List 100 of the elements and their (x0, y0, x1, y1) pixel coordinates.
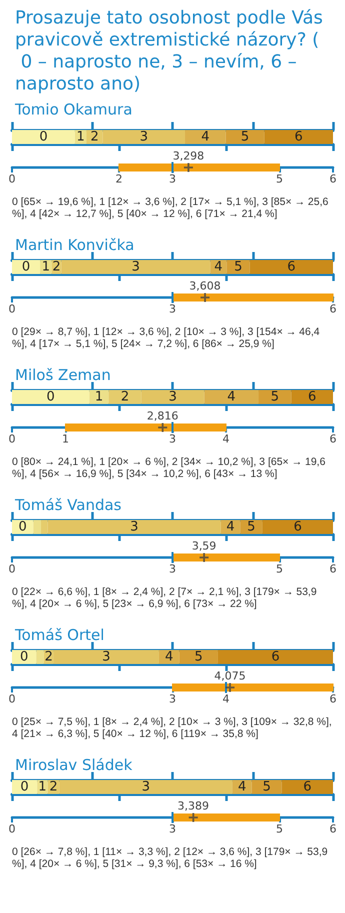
x-tick-label: 3 (169, 562, 176, 576)
x-tick-label: 6 (330, 822, 336, 836)
series-label: 0 (20, 780, 29, 794)
text: 2,816 (146, 410, 178, 422)
x-tick-label: 3 (169, 822, 176, 836)
series-label: 5 (270, 390, 280, 404)
series-label: 4 (226, 520, 235, 534)
text: 0 [29× → 8,7 %], 1 [12× → 3,6 %], 2 [10× → 3 %], 3 [154× → 46,4 %], 4 [17× → 5,1 %], 5 [24× → 7,2 %], 6 [86× → 25,9 %] (12, 326, 321, 350)
text: 3,608 (189, 280, 221, 292)
series-label: 2 (120, 390, 130, 404)
series-label: 5 (194, 650, 203, 664)
x-tick-label: 1 (62, 432, 69, 446)
series-label: 6 (308, 390, 316, 404)
chart-title: Miroslav Sládek (15, 756, 133, 774)
text: 0 [22× → 6,6 %], 1 [8× → 2,4 %], 2 [7× → 2,1 %], 3 [179× → 53,9 %], 4 [20× → 6 %], 5 [23× → 6,9 %], 6 [73× → 22 %] (12, 586, 318, 610)
series-label: 6 (294, 520, 302, 534)
bar (252, 780, 282, 794)
series-label: 1 (76, 130, 85, 144)
series-label: 3 (132, 260, 140, 274)
x-tick-label: 4 (222, 432, 230, 446)
bar (179, 650, 218, 664)
text: 4,075 (214, 670, 246, 682)
text: 3,389 (178, 800, 210, 812)
x-tick-label: 0 (8, 562, 16, 576)
x-tick-label: 2 (116, 172, 122, 186)
bar (226, 260, 250, 274)
series-label: 5 (240, 130, 250, 144)
x-tick-label: 6 (330, 172, 336, 186)
series-label: 1 (94, 390, 104, 404)
bar (36, 650, 44, 664)
bar (291, 390, 333, 404)
series-label: 2 (90, 130, 99, 144)
bar (282, 780, 333, 794)
bar (250, 260, 333, 274)
series-label: 5 (247, 520, 256, 534)
x-tick-label: 5 (276, 172, 283, 186)
bar (262, 520, 333, 534)
series-label: 6 (294, 130, 303, 144)
x-tick-label: 6 (330, 432, 336, 446)
chart-title: Tomáš Ortel (14, 626, 104, 644)
x-tick-label: 0 (8, 172, 16, 186)
series-label: 2 (49, 780, 58, 794)
x-tick-label: 6 (330, 692, 336, 706)
x-tick-label: 4 (222, 692, 230, 706)
chart-title: Prosazuje tato osobnost podle Vás pravicově extremistické názory? ( 0 – naprosto ne, 3 – nevím, 6 – naprosto ano) (15, 8, 329, 94)
x-tick-label: 0 (8, 302, 16, 316)
series-label: 6 (271, 650, 280, 664)
chart-subtitle: Tomio Okamura (14, 100, 132, 118)
series-label: 6 (287, 260, 296, 274)
bar (204, 390, 259, 404)
text: 3,59 (192, 540, 216, 552)
bar (258, 390, 292, 404)
series-label: 3 (140, 130, 148, 144)
text: 0 [80× → 24,1 %], 1 [20× → 6 %], 2 [34× → 10,2 %], 3 [65× → 19,6 %], 4 [56× → 16,9 %], 5 [34× → 10,2 %], 6 [43× → 13 %] (12, 456, 326, 480)
series-label: 0 (46, 390, 55, 404)
series-label: 0 (39, 130, 48, 144)
bar (12, 390, 90, 404)
series-label: 4 (238, 780, 246, 794)
chart-title: Martin Konvička (15, 236, 134, 254)
text: 3,298 (172, 150, 204, 162)
x-tick-label: 0 (8, 822, 16, 836)
x-tick-label: 3 (169, 172, 176, 186)
bar (185, 130, 226, 144)
series-label: 6 (303, 780, 312, 794)
x-tick-label: 6 (330, 302, 336, 316)
series-label: 2 (52, 260, 61, 274)
series-label: 0 (20, 650, 28, 664)
x-tick-label: 6 (330, 562, 336, 576)
x-tick-label: 5 (276, 822, 283, 836)
series-label: 4 (227, 390, 236, 404)
x-tick-label: 3 (169, 432, 176, 446)
series-label: 4 (214, 260, 223, 274)
text: 0 [25× → 7,5 %], 1 [8× → 2,4 %], 2 [10× → 3 %], 3 [109× → 32,8 %], 4 [21× → 6,3 %], 5 [40× → 12 %], 6 [119× → 35,8 %] (12, 716, 333, 740)
text: 0 [26× → 7,8 %], 1 [11× → 3,3 %], 2 [12× → 3,6 %], 3 [179× → 53,9 %], 4 [20× → 6 %], 5 [31× → 9,3 %], 6 [53× → 16 %] (12, 846, 329, 870)
chart-title: Miloš Zeman (15, 366, 111, 384)
series-label: 3 (130, 520, 138, 534)
bar (33, 520, 42, 534)
series-label: 2 (44, 650, 53, 664)
series-label: 4 (201, 130, 210, 144)
x-tick-label: 3 (169, 692, 176, 706)
series-label: 1 (42, 260, 50, 274)
bar (218, 650, 333, 664)
bar (226, 130, 264, 144)
series-label: 3 (102, 650, 110, 664)
x-tick-label: 0 (8, 432, 16, 446)
bar (12, 130, 75, 144)
bar (240, 520, 262, 534)
series-label: 3 (168, 390, 177, 404)
text: 0 [65× → 19,6 %], 1 [12× → 3,6 %], 2 [17× → 5,1 %], 3 [85× → 25,6 %], 4 [42× → 12,7 %], 5 [40× → 12 %], 6 [71× → 21,4 %] (12, 196, 330, 220)
series-label: 0 (18, 520, 27, 534)
x-tick-label: 0 (8, 692, 16, 706)
series-label: 5 (234, 260, 242, 274)
x-tick-label: 5 (276, 562, 283, 576)
series-label: 5 (262, 780, 271, 794)
chart-title: Tomáš Vandas (14, 496, 122, 514)
bar (264, 130, 333, 144)
series-label: 1 (38, 780, 47, 794)
x-tick-label: 3 (169, 302, 176, 316)
series-label: 3 (142, 780, 150, 794)
series-label: 4 (164, 650, 174, 664)
